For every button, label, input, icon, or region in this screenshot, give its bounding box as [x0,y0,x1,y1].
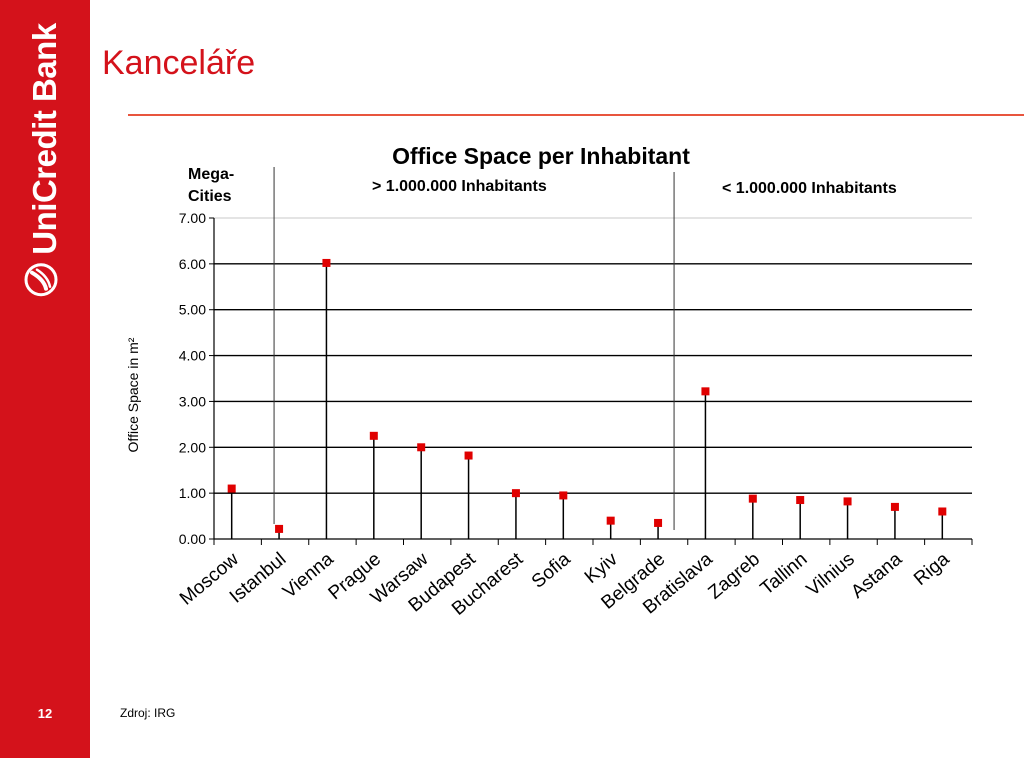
value-marker [227,484,236,493]
value-marker [322,258,331,267]
x-category-label: Prague [325,549,385,604]
value-marker [701,387,710,396]
title-divider [128,114,1024,116]
value-marker [796,496,805,505]
x-category-label: Bucharest [448,548,528,620]
y-tick-label: 2.00 [179,439,206,455]
brand-logo: UniCredit Bank [24,23,66,297]
unicredit-logo-icon [24,263,66,297]
y-tick-label: 3.00 [179,393,206,409]
value-marker [890,502,899,511]
grid-layer [214,217,972,494]
x-category-label: Istanbul [226,549,290,608]
value-marker [654,518,663,527]
mark-layer [227,258,947,539]
x-category-label: Vienna [279,548,338,602]
value-marker [559,491,568,500]
value-marker [748,494,757,503]
value-marker [843,497,852,506]
brand-name: UniCredit Bank [26,23,63,255]
y-tick-label: 1.00 [179,485,206,501]
value-marker [275,524,284,533]
label-layer: 0.00 1.00 2.00 3.00 4.00 5.00 6.00 7.00 MoscowIs… [176,210,954,620]
value-marker [606,516,615,525]
x-category-label: Astana [847,548,906,602]
x-category-label: Belgrade [598,549,670,614]
y-tick-label: 6.00 [179,256,206,272]
y-tick-label: 4.00 [179,348,206,364]
value-marker [417,443,426,452]
y-tick-label: 0.00 [179,531,206,547]
value-marker [464,451,473,460]
y-tick-label: 5.00 [179,302,206,318]
x-category-label: Vilnius [803,549,859,601]
axis-layer [209,167,973,545]
x-category-label: Moscow [176,549,243,610]
group-label-megacities-line1: Mega- [188,166,234,183]
x-category-label: Sofia [528,548,575,592]
y-tick-label: 7.00 [179,210,206,226]
x-category-label: Tallinn [757,549,812,600]
source-note: Zdroj: IRG [120,706,176,720]
value-marker [938,507,947,516]
x-category-label: Budapest [405,548,481,616]
chart-title: Office Space per Inhabitant [392,143,690,169]
x-category-label: Zagreb [704,549,764,604]
page-number: 12 [37,706,53,721]
x-category-label: Bratislava [639,548,717,618]
x-category-label: Warsaw [367,549,433,609]
y-axis-label: Office Space in m² [125,337,141,452]
x-category-label: Riga [910,548,954,589]
brand-sidebar: UniCredit Bank 12 [0,0,90,758]
x-category-label: Kyiv [581,548,622,587]
slide-title: Kanceláře [102,44,256,82]
value-marker [369,431,378,440]
group-label-over-million: > 1.000.000 Inhabitants [372,178,547,195]
value-marker [511,489,520,498]
group-label-under-million: < 1.000.000 Inhabitants [722,180,897,197]
group-label-megacities-line2: Cities [188,188,232,205]
